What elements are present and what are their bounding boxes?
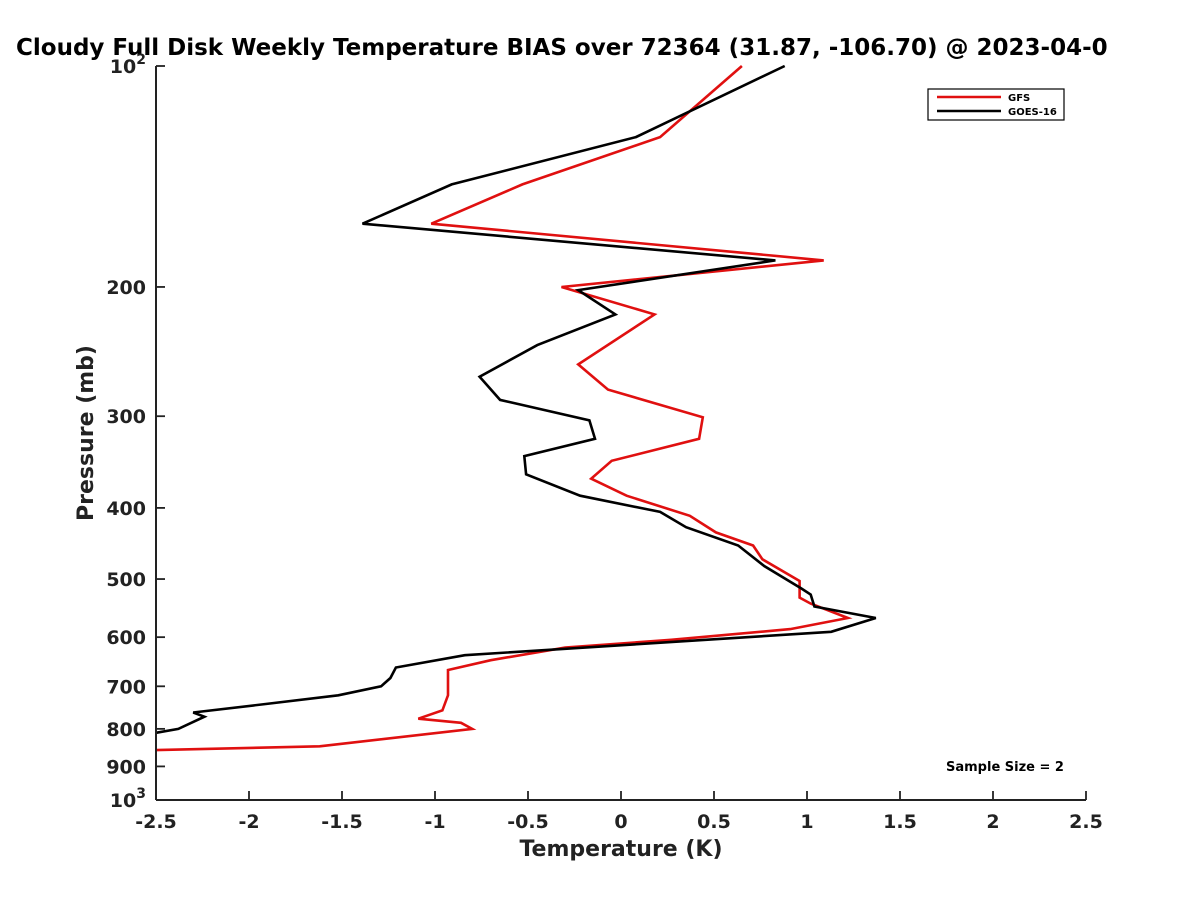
- axes-layer: [155, 66, 1086, 801]
- y-tick-label: 200: [106, 277, 146, 299]
- legend-items: GFS GOES-16: [937, 93, 1057, 118]
- x-axis-title: Temperature (K): [519, 837, 722, 862]
- y-tick-label: 103: [110, 786, 146, 812]
- chart-title: Cloudy Full Disk Weekly Temperature BIAS…: [16, 35, 1108, 61]
- x-tick-label: 2: [986, 811, 999, 833]
- y-tick-label: 700: [106, 676, 146, 698]
- legend-box: [927, 88, 1065, 121]
- series-layer: [155, 64, 877, 752]
- y-tick-label: 900: [106, 756, 146, 778]
- x-tick-label: -1.5: [321, 811, 363, 833]
- x-ticks: -2.5 -2 -1.5 -1 -0.5 0 0.5 1 1.5 2 2.5: [135, 791, 1103, 833]
- x-tick-label: -2: [238, 811, 259, 833]
- y-tick-label: 800: [106, 719, 146, 741]
- x-tick-label: -2.5: [135, 811, 177, 833]
- x-tick-label: -1: [424, 811, 445, 833]
- y-tick-label: 600: [106, 627, 146, 649]
- y-tick-label: 300: [106, 406, 146, 428]
- x-tick-label: 2.5: [1069, 811, 1103, 833]
- y-tick-label: 500: [106, 569, 146, 591]
- y-axis-title: Pressure (mb): [74, 345, 99, 521]
- x-tick-label: 1: [800, 811, 813, 833]
- x-tick-label: 0: [614, 811, 627, 833]
- legend: GFS GOES-16: [927, 88, 1065, 121]
- series-line-goes-16: [155, 64, 877, 735]
- y-tick-label: 102: [110, 52, 146, 78]
- x-tick-label: 0.5: [697, 811, 731, 833]
- y-tick-label: 400: [106, 498, 146, 520]
- x-tick-label: -0.5: [507, 811, 549, 833]
- sample-size-annotation: Sample Size = 2: [946, 760, 1064, 775]
- x-tick-label: 1.5: [883, 811, 917, 833]
- legend-label: GOES-16: [1008, 107, 1057, 118]
- series-line-gfs: [155, 65, 853, 752]
- y-ticks: 102 200 300 400 500 600 700 800 900 103: [106, 52, 165, 812]
- legend-label: GFS: [1008, 93, 1030, 104]
